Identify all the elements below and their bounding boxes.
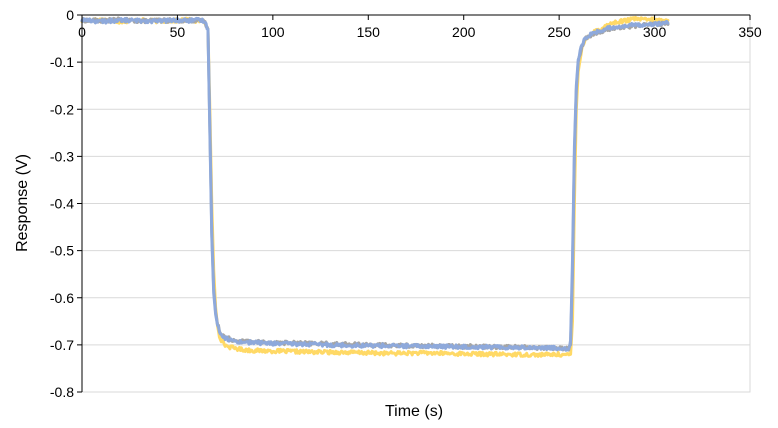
y-tick-label-2: -0.2 bbox=[50, 101, 74, 117]
y-tick-label-1: -0.1 bbox=[50, 54, 74, 70]
x-axis-title: Time (s) bbox=[385, 403, 443, 420]
y-tick-label-0: 0 bbox=[66, 7, 74, 23]
y-tick-label-8: -0.8 bbox=[50, 384, 74, 400]
x-tick-label-3: 150 bbox=[357, 24, 381, 40]
axes bbox=[77, 14, 751, 393]
x-tick-label-7: 350 bbox=[738, 24, 762, 40]
y-tick-label-7: -0.7 bbox=[50, 337, 74, 353]
gridlines bbox=[82, 61, 750, 346]
x-tick-label-6: 300 bbox=[643, 24, 667, 40]
x-tick-label-1: 50 bbox=[170, 24, 186, 40]
x-tick-label-4: 200 bbox=[452, 24, 476, 40]
y-tick-label-5: -0.5 bbox=[50, 243, 74, 259]
y-tick-label-6: -0.6 bbox=[50, 290, 74, 306]
y-axis-title: Response (V) bbox=[14, 154, 31, 252]
series-line-2 bbox=[80, 16, 670, 352]
y-tick-label-4: -0.4 bbox=[50, 196, 74, 212]
tick-labels: 0 50 100 150 200 250 300 3500-0.1-0.2-0.3-0.4-0… bbox=[50, 7, 762, 400]
x-tick-label-5: 250 bbox=[547, 24, 571, 40]
y-tick-label-3: -0.3 bbox=[50, 148, 74, 164]
x-tick-label-0: 0 bbox=[78, 24, 86, 40]
series-lines bbox=[80, 15, 670, 358]
x-tick-label-2: 100 bbox=[261, 24, 285, 40]
